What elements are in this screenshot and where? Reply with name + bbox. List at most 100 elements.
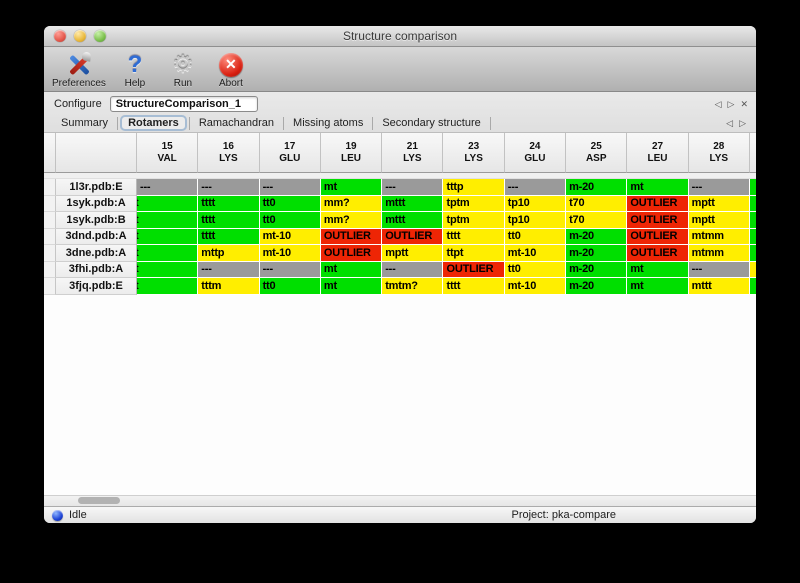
rotamer-cell[interactable]: tmtm? [382,278,444,295]
rotamer-cell[interactable]: OUTLIER [627,212,689,229]
close-window-button[interactable] [54,30,66,42]
rotamer-cell[interactable]: OUTLIER [443,261,505,278]
rotamer-cell[interactable]: tt0 [504,228,567,245]
row-label[interactable]: 1syk.pdb:B [56,212,137,229]
prev-config-arrow-button[interactable]: ◁ [714,99,722,110]
rotamer-cell[interactable]: t70 [566,212,628,229]
rotamer-cell[interactable]: tp10 [504,195,567,212]
rotamer-cell[interactable]: m-20 [566,179,628,196]
rotamer-cell[interactable]: m-20 [566,228,628,245]
horizontal-scrollbar[interactable] [44,495,756,506]
rotamer-cell[interactable]: mttt [382,195,444,212]
rotamer-cell[interactable]: m-20 [566,278,628,295]
rotamer-cell[interactable]: mt-10 [259,228,321,245]
column-header-15[interactable]: 15 VAL [137,133,199,173]
rotamer-cell[interactable]: m-20 [566,261,628,278]
rotamer-cell[interactable]: --- [198,179,260,196]
tab-missing-atoms[interactable]: Missing atoms [293,117,364,130]
column-header-27[interactable]: 27 LEU [627,133,689,173]
row-label[interactable]: 3dnd.pdb:A [56,228,137,245]
rotamer-cell[interactable]: OUTLIER [382,228,444,245]
rotamer-cell[interactable]: OUTLIER [320,228,383,245]
rotamer-cell[interactable]: ttpt [443,245,505,262]
rotamer-cell[interactable]: t [137,245,199,262]
rotamer-cell[interactable]: tttp [443,179,505,196]
rotamer-cell[interactable]: OUTLIER [627,245,689,262]
rotamer-cell[interactable]: mt [627,261,689,278]
tab-ramachandran[interactable]: Ramachandran [198,117,275,130]
abort-button[interactable]: ✕ Abort [212,51,250,89]
preferences-button[interactable]: Preferences [52,50,106,89]
column-header-16[interactable]: 16 LYS [198,133,260,173]
rotamer-cell[interactable]: tttm [198,278,260,295]
rotamer-cell[interactable]: --- [504,179,567,196]
rotamer-cell[interactable]: OUTLIER [627,228,689,245]
rotamer-cell[interactable]: t [137,212,199,229]
rotamer-cell[interactable]: mt [627,179,689,196]
rotamer-cell[interactable]: mm? [320,212,383,229]
rotamer-cell[interactable]: --- [688,179,750,196]
rotamer-cell[interactable]: tt0 [259,195,321,212]
rotamer-cell[interactable]: tp10 [504,212,567,229]
rotamer-cell[interactable]: tt0 [259,212,321,229]
rotamer-cell[interactable]: tt0 [504,261,567,278]
rotamer-cell[interactable]: mt-10 [504,278,567,295]
tab-rotamers[interactable]: Rotamers [120,115,187,132]
next-config-arrow-button[interactable]: ▷ [727,99,735,110]
tab-secondary-structure[interactable]: Secondary structure [382,117,481,130]
rotamer-cell[interactable]: t [137,278,199,295]
rotamer-cell[interactable]: --- [198,261,260,278]
rotamer-cell[interactable]: mm? [320,195,383,212]
rotamer-cell[interactable]: --- [259,179,321,196]
rotamer-cell[interactable]: mt-10 [259,245,321,262]
rotamer-cell[interactable]: mttp [198,245,260,262]
rotamer-cell[interactable]: mptt [688,195,750,212]
rotamer-cell[interactable]: OUTLIER [627,195,689,212]
minimize-window-button[interactable] [74,30,86,42]
rotamer-cell[interactable]: --- [688,261,750,278]
rotamer-cell[interactable]: mptt [382,245,444,262]
rotamer-cell[interactable]: tttt [443,228,505,245]
column-header-17[interactable]: 17 GLU [259,133,321,173]
scrollbar-thumb[interactable] [78,497,120,504]
rotamer-cell[interactable]: mt [320,278,383,295]
rotamer-cell[interactable]: --- [259,261,321,278]
rotamer-cell[interactable]: mt-10 [504,245,567,262]
help-button[interactable]: ? Help [116,51,154,89]
column-header-21[interactable]: 21 LYS [382,133,444,173]
rotamer-cell[interactable]: --- [137,179,199,196]
row-label[interactable]: 3fhi.pdb:A [56,261,137,278]
rotamer-cell[interactable]: tttt [198,228,260,245]
tab-summary[interactable]: Summary [61,117,109,130]
column-header-19[interactable]: 19 LEU [320,133,383,173]
row-label[interactable]: 3fjq.pdb:E [56,278,137,295]
rotamer-cell[interactable]: tttt [443,278,505,295]
prev-tab-arrow-button[interactable]: ◁ [726,118,734,129]
close-config-button[interactable]: ✕ [740,99,748,110]
column-header-28[interactable]: 28 LYS [688,133,750,173]
row-label[interactable]: 3dne.pdb:A [56,245,137,262]
rotamer-cell[interactable]: m-20 [566,245,628,262]
row-label[interactable]: 1syk.pdb:A [56,195,137,212]
rotamer-cell[interactable]: t [137,261,199,278]
rotamer-cell[interactable]: OUTLIER [320,245,383,262]
rotamer-cell[interactable]: mtmm [688,245,750,262]
rotamer-cell[interactable]: tt0 [259,278,321,295]
column-header-25[interactable]: 25 ASP [566,133,628,173]
rotamer-cell[interactable]: mttt [382,212,444,229]
rotamer-cell[interactable]: mt [320,179,383,196]
next-tab-arrow-button[interactable]: ▷ [739,118,746,129]
rotamer-cell[interactable]: mt [320,261,383,278]
rotamer-cell[interactable]: mt [627,278,689,295]
rotamer-cell[interactable]: tttt [198,212,260,229]
rotamer-cell[interactable]: tptm [443,195,505,212]
column-header-24[interactable]: 24 GLU [504,133,567,173]
rotamer-cell[interactable]: mptt [688,212,750,229]
rotamer-cell[interactable]: t [137,195,199,212]
column-header-23[interactable]: 23 LYS [443,133,505,173]
rotamer-cell[interactable]: t [137,228,199,245]
titlebar[interactable]: Structure comparison [44,26,756,47]
rotamer-cell[interactable]: tptm [443,212,505,229]
rotamer-cell[interactable]: mtmm [688,228,750,245]
rotamer-cell[interactable]: tttt [198,195,260,212]
